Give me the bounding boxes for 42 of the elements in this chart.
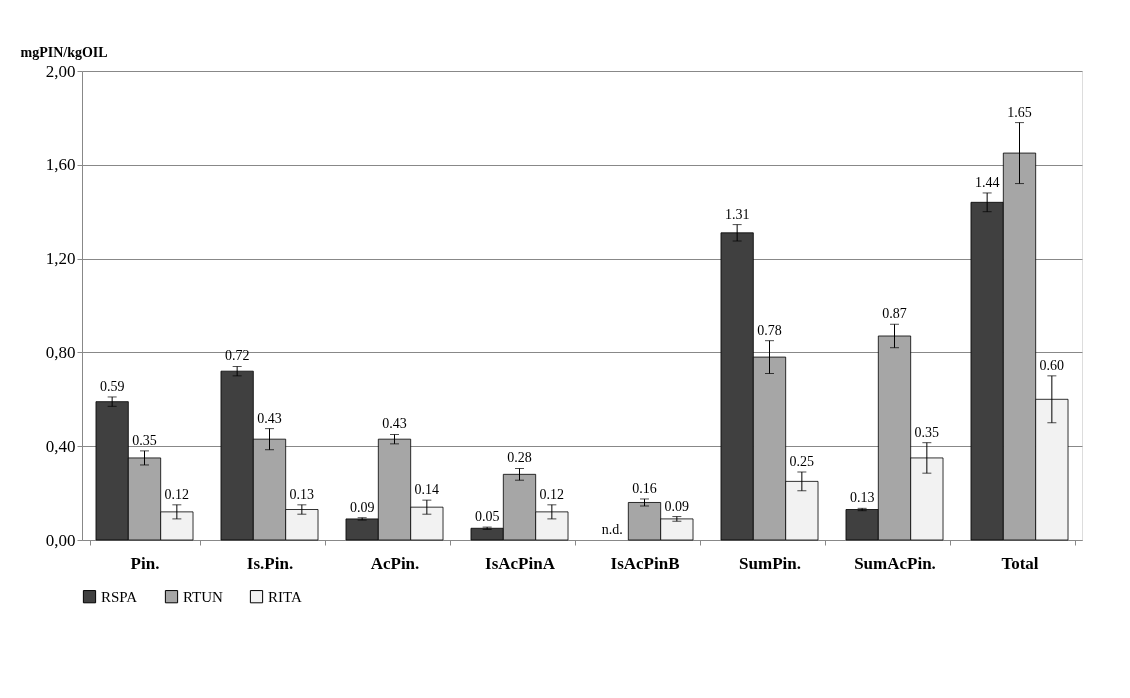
x-tick-label: Pin. [130, 553, 160, 573]
data-label: 0.78 [757, 322, 782, 338]
data-label: 0.60 [1039, 357, 1065, 373]
x-tick-label: IsAcPinA [485, 553, 556, 573]
data-label: 0.28 [507, 450, 532, 466]
data-label: 0.35 [914, 424, 940, 440]
data-label: 0.12 [164, 486, 190, 502]
x-tick-label: IsAcPinB [610, 553, 680, 573]
data-label: 0.09 [664, 498, 690, 514]
data-label: 1.31 [724, 206, 750, 222]
y-tick-label: 1,20 [45, 249, 76, 269]
data-label: 0.43 [382, 416, 407, 432]
x-tick-label: SumAcPin. [854, 553, 936, 573]
y-tick-label: 2,00 [45, 61, 76, 81]
data-label: 0.59 [99, 378, 125, 394]
y-tick-label: 1,60 [45, 155, 76, 175]
legend-label: RTUN [183, 588, 224, 605]
legend-label: RITA [268, 588, 302, 605]
data-label: 0.14 [414, 482, 440, 498]
x-tick-label: Total [1001, 553, 1039, 573]
y-tick-label: 0,40 [45, 436, 76, 456]
data-label: 0.25 [789, 453, 815, 469]
legend-label: RSPA [101, 588, 138, 605]
data-label: 0.43 [257, 410, 282, 426]
data-label: 0.72 [224, 348, 250, 364]
data-label: 0.09 [349, 499, 375, 515]
y-axis-title: mgPIN/kgOIL [20, 44, 108, 60]
data-label: 0.05 [474, 509, 500, 525]
data-label: 0.35 [132, 432, 157, 448]
data-label: 1.44 [974, 174, 1000, 190]
data-label: 0.16 [632, 480, 657, 496]
x-tick-label: Is.Pin. [246, 553, 294, 573]
y-tick-label: 0,80 [45, 342, 76, 362]
data-label: 0.87 [882, 306, 907, 322]
y-tick-label: 0,00 [45, 530, 76, 550]
data-label: 0.13 [289, 486, 315, 502]
x-tick-label: AcPin. [370, 553, 420, 573]
data-label: 0.13 [849, 490, 875, 506]
x-tick-label: SumPin. [739, 553, 801, 573]
text: n.d. [601, 522, 623, 537]
data-label: 0.12 [539, 486, 565, 502]
data-label: 1.65 [1007, 104, 1032, 120]
